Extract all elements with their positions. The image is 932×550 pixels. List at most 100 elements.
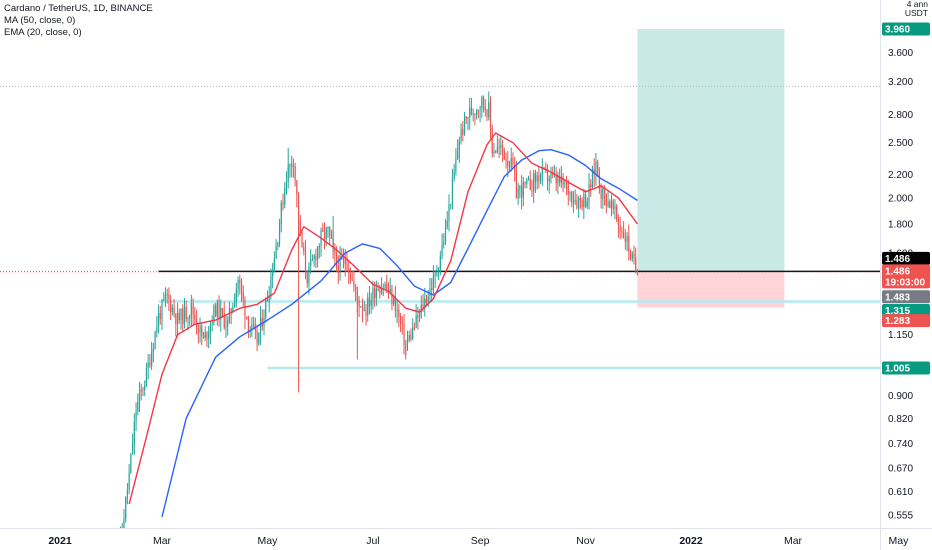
candle xyxy=(173,307,175,315)
candle xyxy=(374,287,376,299)
candle xyxy=(610,200,613,209)
candle xyxy=(163,299,165,301)
candle xyxy=(505,159,507,161)
candle xyxy=(560,176,562,183)
candle xyxy=(301,232,303,248)
candle xyxy=(272,272,274,277)
legend-symbol[interactable]: Cardano / TetherUS, 1D, BINANCE xyxy=(4,3,153,14)
ma50-line xyxy=(161,149,638,518)
candle xyxy=(368,297,371,307)
candle xyxy=(170,299,172,312)
candle xyxy=(574,200,576,202)
candle xyxy=(477,109,479,111)
candle xyxy=(370,299,372,307)
candle xyxy=(213,305,215,324)
candle xyxy=(349,273,352,280)
candle xyxy=(361,306,364,311)
candle xyxy=(327,226,329,229)
candle xyxy=(384,284,386,289)
candle xyxy=(408,335,410,341)
price-badge xyxy=(882,361,930,375)
candle xyxy=(510,157,512,168)
x-tick-label: May xyxy=(889,535,910,547)
candle xyxy=(171,307,173,312)
candle xyxy=(578,198,580,209)
candle xyxy=(144,384,146,390)
y-tick-label: 0.820 xyxy=(888,414,913,425)
candle xyxy=(626,235,628,243)
candle xyxy=(289,163,291,167)
time-axis-bg xyxy=(0,528,932,550)
candle xyxy=(318,245,320,248)
candle xyxy=(266,299,269,302)
candle xyxy=(631,253,633,260)
candle xyxy=(336,252,338,267)
candle xyxy=(479,108,481,111)
candle xyxy=(609,201,611,209)
candle xyxy=(322,230,324,232)
candle xyxy=(135,411,137,422)
candle xyxy=(576,200,578,209)
candle xyxy=(178,313,180,320)
candle xyxy=(316,247,319,261)
candle xyxy=(605,193,607,207)
candle xyxy=(550,173,552,179)
candle xyxy=(590,184,592,188)
candle xyxy=(422,304,424,309)
candle xyxy=(581,200,583,208)
candle xyxy=(548,178,550,182)
candle xyxy=(629,250,632,260)
candle xyxy=(297,195,300,221)
candle xyxy=(460,128,462,142)
candle xyxy=(524,181,526,184)
candle xyxy=(204,332,206,338)
candle xyxy=(398,309,400,317)
candle xyxy=(496,147,498,153)
candle xyxy=(201,326,203,337)
candle xyxy=(472,113,474,115)
price-badge xyxy=(882,251,930,265)
candle xyxy=(185,306,187,319)
candle xyxy=(508,166,511,168)
candle xyxy=(206,332,208,339)
candle xyxy=(389,288,391,293)
candle xyxy=(621,231,623,233)
candle xyxy=(132,444,134,454)
candle xyxy=(493,151,495,154)
y-tick-label: 0.555 xyxy=(888,510,913,521)
candle xyxy=(403,323,405,345)
legend-ema[interactable]: EMA (20, close, 0) xyxy=(4,27,82,38)
y-tick-label: 2.000 xyxy=(888,193,913,204)
candle xyxy=(602,188,604,199)
candle xyxy=(628,235,630,251)
candle xyxy=(495,151,497,153)
candle xyxy=(507,160,509,167)
candle xyxy=(287,166,289,182)
candle xyxy=(296,180,298,196)
candle xyxy=(284,188,286,205)
price-badge xyxy=(882,22,930,36)
legend-ma[interactable]: MA (50, close, 0) xyxy=(4,15,76,26)
candle xyxy=(187,318,189,320)
candle xyxy=(151,351,153,366)
candle xyxy=(546,169,549,182)
candle xyxy=(438,269,440,273)
candle xyxy=(183,306,186,325)
candle xyxy=(344,258,346,265)
x-tick-label: Mar xyxy=(784,535,803,547)
candle xyxy=(635,258,637,270)
candle xyxy=(420,304,422,311)
candle xyxy=(474,113,476,115)
candle xyxy=(360,306,362,308)
candle xyxy=(372,287,374,300)
x-tick-label: May xyxy=(258,535,279,547)
candle xyxy=(450,204,452,206)
candle xyxy=(457,151,459,159)
price-badge-text: 1.483 xyxy=(885,292,910,303)
candle xyxy=(154,331,156,349)
candle xyxy=(190,303,192,316)
candle xyxy=(159,312,161,320)
candle xyxy=(140,389,142,392)
candle xyxy=(636,269,639,272)
